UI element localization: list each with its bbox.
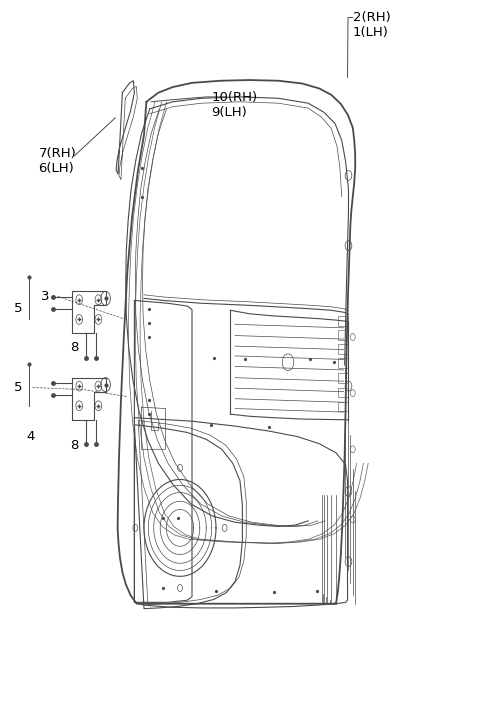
- Text: 3: 3: [41, 290, 50, 303]
- Bar: [338, 402, 348, 411]
- Bar: [338, 373, 348, 383]
- Bar: [338, 358, 348, 368]
- Text: 4: 4: [26, 430, 35, 443]
- Bar: [338, 330, 348, 340]
- Bar: [338, 316, 348, 326]
- Text: 10(RH)
9(LH): 10(RH) 9(LH): [211, 91, 257, 119]
- Text: 5: 5: [14, 303, 23, 315]
- Bar: [338, 388, 348, 397]
- Text: 2(RH)
1(LH): 2(RH) 1(LH): [353, 11, 391, 39]
- Bar: [338, 344, 348, 354]
- Text: 5: 5: [14, 381, 23, 394]
- Text: 7(RH)
6(LH): 7(RH) 6(LH): [38, 147, 76, 176]
- Text: 8: 8: [70, 439, 79, 452]
- Text: 8: 8: [70, 341, 79, 354]
